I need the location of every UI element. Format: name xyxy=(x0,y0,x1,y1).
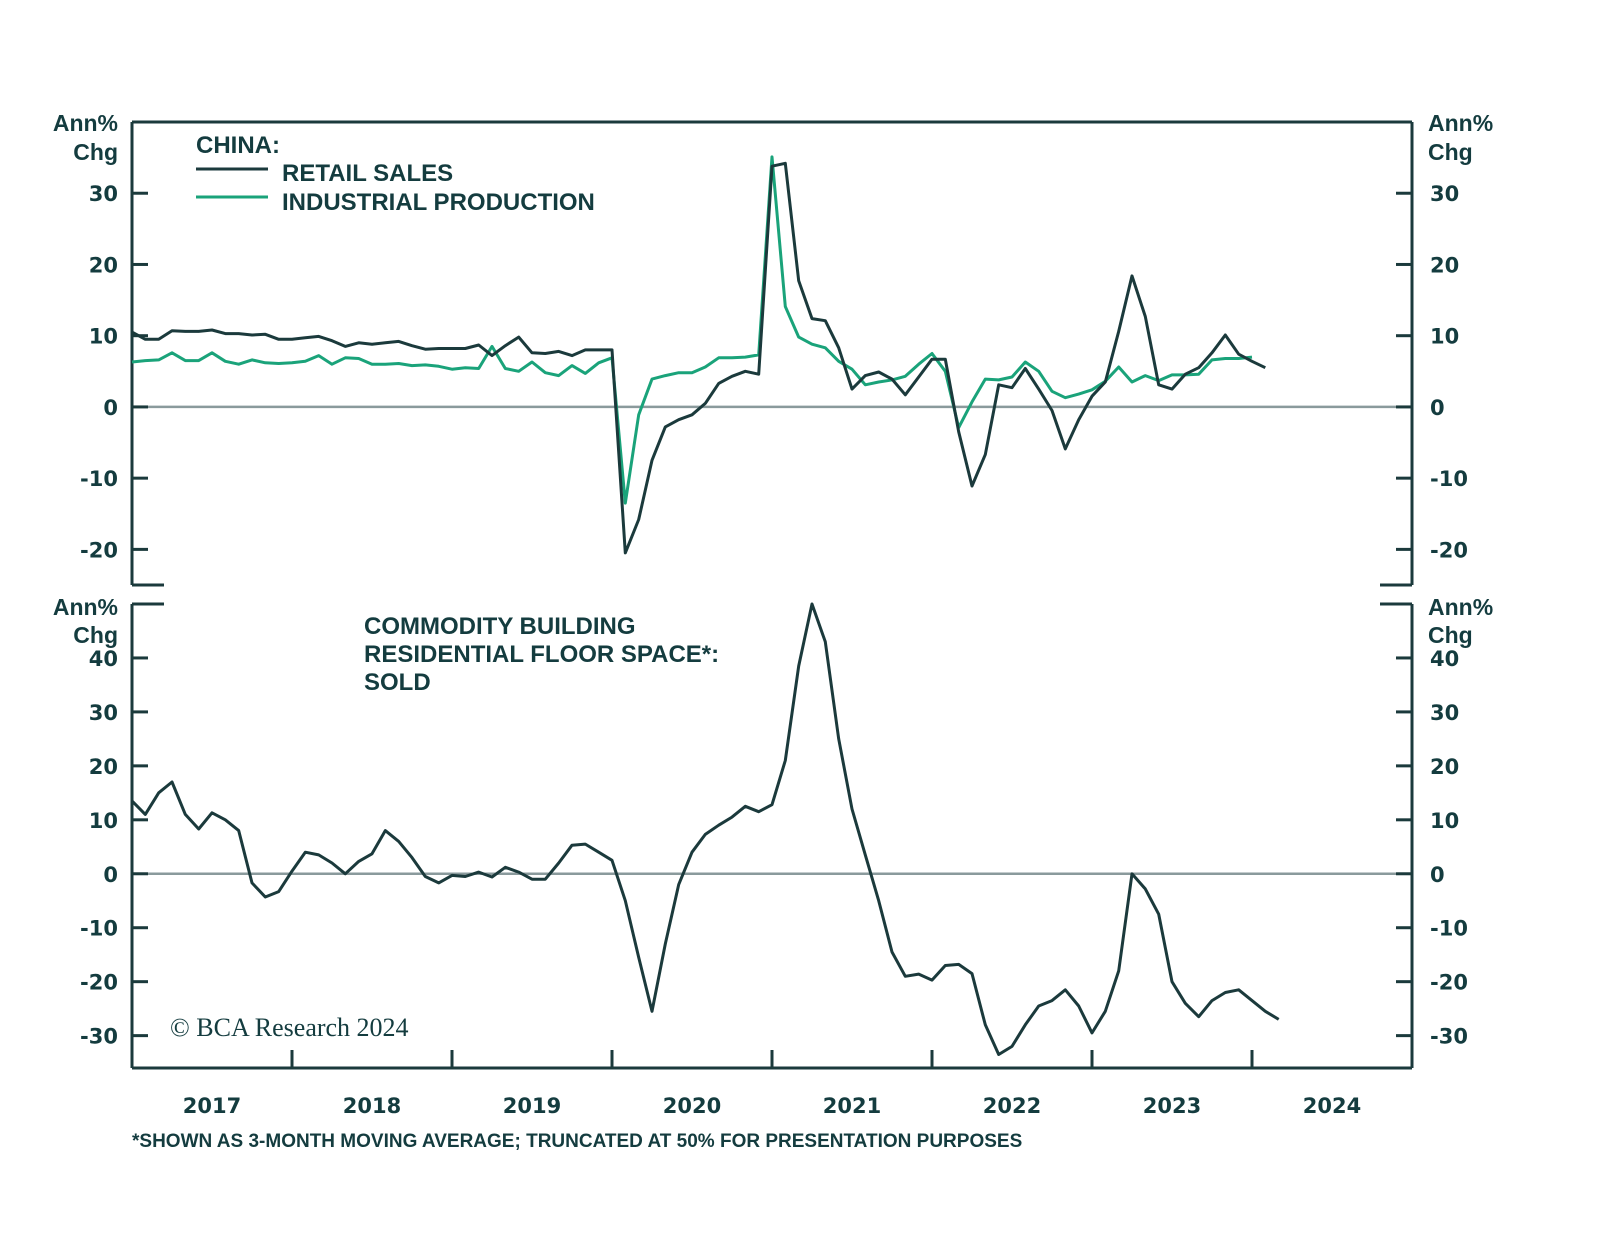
bottom-left-tick-label: -20 xyxy=(80,971,118,995)
top-left-unit-line1: Ann% xyxy=(53,110,118,136)
bottom-left-tick-label: 40 xyxy=(89,647,118,671)
series-line-industrial-production xyxy=(131,155,1253,505)
top-left-tick-label: 30 xyxy=(89,182,118,206)
x-tick-label: 2023 xyxy=(1143,1094,1201,1118)
bottom-left-tick-label: 10 xyxy=(89,809,118,833)
bottom-left-tick-label: -30 xyxy=(80,1025,118,1049)
bottom-right-tick-label: -20 xyxy=(1430,971,1468,995)
bottom-left-tick-label: -10 xyxy=(80,917,118,941)
top-right-tick-label: -20 xyxy=(1430,538,1468,562)
bottom-series-label-line1: COMMODITY BUILDING xyxy=(364,613,636,640)
x-tick-label: 2018 xyxy=(343,1094,401,1118)
bottom-left-unit-line2: Chg xyxy=(73,622,118,648)
bottom-right-tick-label: 30 xyxy=(1430,701,1459,725)
x-tick-label: 2022 xyxy=(983,1094,1041,1118)
x-tick-label: 2021 xyxy=(823,1094,881,1118)
bottom-left-tick-label: 0 xyxy=(103,863,118,887)
series-line-commodity-building-residential-floor-space-sold xyxy=(130,602,1280,1056)
top-right-tick-label: 20 xyxy=(1430,253,1459,277)
bottom-right-tick-label: 40 xyxy=(1430,647,1459,671)
bottom-right-tick-label: -10 xyxy=(1430,917,1468,941)
top-right-unit-line2: Chg xyxy=(1428,139,1473,165)
bottom-left-unit-line1: Ann% xyxy=(53,594,118,620)
bottom-right-tick-label: 0 xyxy=(1430,863,1445,887)
copyright: © BCA Research 2024 xyxy=(170,1013,409,1042)
top-left-tick-label: 0 xyxy=(103,396,118,420)
x-tick-label: 2017 xyxy=(183,1094,241,1118)
top-right-tick-label: 10 xyxy=(1430,325,1459,349)
bottom-left-tick-label: 30 xyxy=(89,701,118,725)
bottom-right-tick-label: 20 xyxy=(1430,755,1459,779)
bottom-right-unit-line1: Ann% xyxy=(1428,594,1493,620)
x-tick-label: 2020 xyxy=(663,1094,721,1118)
series-line-retail-sales xyxy=(131,161,1266,555)
top-left-tick-label: -20 xyxy=(80,538,118,562)
top-left-tick-label: 20 xyxy=(89,253,118,277)
x-tick-label: 2019 xyxy=(503,1094,561,1118)
top-right-tick-label: -10 xyxy=(1430,467,1468,491)
bottom-right-tick-label: -30 xyxy=(1430,1025,1468,1049)
bottom-right-tick-label: 10 xyxy=(1430,809,1459,833)
top-left-tick-label: -10 xyxy=(80,467,118,491)
top-right-tick-label: 0 xyxy=(1430,396,1445,420)
x-tick-label: 2024 xyxy=(1303,1094,1361,1118)
legend-heading: CHINA: xyxy=(196,132,280,159)
legend-label-retail-sales: RETAIL SALES xyxy=(282,160,453,187)
top-left-tick-label: 10 xyxy=(89,325,118,349)
bottom-series-label-line2: RESIDENTIAL FLOOR SPACE*: xyxy=(364,641,719,668)
bottom-right-unit-line2: Chg xyxy=(1428,622,1473,648)
legend-label-industrial-production: INDUSTRIAL PRODUCTION xyxy=(282,189,595,216)
footnote: *SHOWN AS 3-MONTH MOVING AVERAGE; TRUNCA… xyxy=(132,1131,1022,1152)
bottom-left-tick-label: 20 xyxy=(89,755,118,779)
bottom-series-label-line3: SOLD xyxy=(364,669,431,696)
top-right-unit-line1: Ann% xyxy=(1428,110,1493,136)
top-left-unit-line2: Chg xyxy=(73,139,118,165)
top-right-tick-label: 30 xyxy=(1430,182,1459,206)
